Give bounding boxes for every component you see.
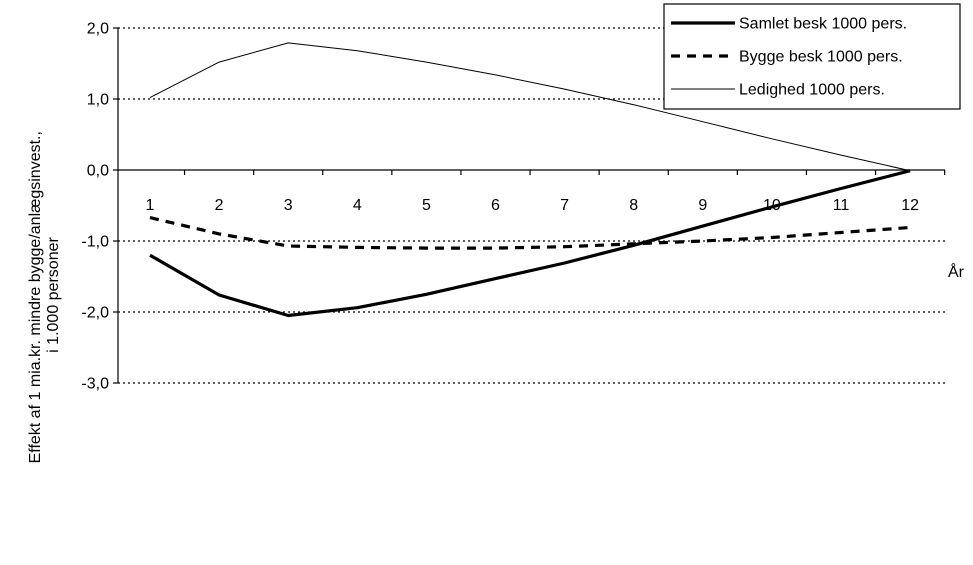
x-tick-label: 4 bbox=[353, 197, 362, 214]
legend-label: Bygge besk 1000 pers. bbox=[739, 49, 903, 66]
y-tick-label: -3,0 bbox=[81, 376, 109, 393]
y-tick-label: 0,0 bbox=[87, 163, 109, 180]
x-tick-label: 9 bbox=[698, 197, 707, 214]
x-tick-label: 2 bbox=[215, 197, 224, 214]
y-tick-label: 1,0 bbox=[87, 92, 109, 109]
series-line-3 bbox=[149, 42, 911, 172]
legend: Samlet besk 1000 pers. Bygge besk 1000 pe… bbox=[663, 3, 961, 110]
x-tick-label: 7 bbox=[560, 197, 569, 214]
legend-items: Samlet besk 1000 pers. Bygge besk 1000 pe… bbox=[671, 16, 907, 99]
x-tick-label: 8 bbox=[629, 197, 638, 214]
x-tick-label: 5 bbox=[422, 197, 431, 214]
x-tick-label: 12 bbox=[901, 197, 919, 214]
series-line-2 bbox=[149, 216, 911, 250]
x-tick-label: 11 bbox=[833, 197, 850, 214]
series-lines bbox=[149, 42, 911, 318]
x-tick-label: 6 bbox=[491, 197, 500, 214]
x-axis-title: År bbox=[948, 262, 965, 281]
y-tick-labels: 2,0 1,0 0,0 -1,0 -2,0 -3,0 bbox=[81, 21, 118, 393]
axes bbox=[117, 28, 945, 383]
y-tick-label: -1,0 bbox=[81, 234, 109, 251]
y-axis-title-line-2: i 1.000 personer bbox=[45, 237, 62, 353]
y-axis-title-line-1: Effekt af 1 mia.kr. mindre bygge/anlægsi… bbox=[27, 131, 44, 463]
legend-label: Ledighed 1000 pers. bbox=[739, 82, 885, 99]
x-tick-label: 1 bbox=[146, 197, 155, 214]
y-tick-label: -2,0 bbox=[81, 305, 109, 322]
x-tick-label: 3 bbox=[284, 197, 293, 214]
y-axis-title: Effekt af 1 mia.kr. mindre bygge/anlægsi… bbox=[27, 127, 62, 464]
y-tick-label: 2,0 bbox=[87, 21, 109, 38]
series-line-1 bbox=[149, 169, 911, 318]
legend-label: Samlet besk 1000 pers. bbox=[739, 16, 907, 33]
